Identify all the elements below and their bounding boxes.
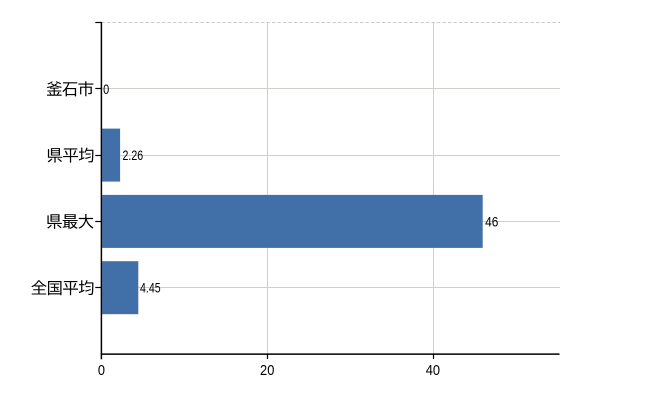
svg-text:0: 0 xyxy=(98,362,105,379)
svg-text:4.45: 4.45 xyxy=(140,280,161,296)
svg-text:40: 40 xyxy=(426,362,440,379)
svg-text:2.26: 2.26 xyxy=(123,147,144,163)
svg-text:46: 46 xyxy=(485,213,498,229)
svg-text:20: 20 xyxy=(260,362,274,379)
svg-text:0: 0 xyxy=(103,81,109,97)
